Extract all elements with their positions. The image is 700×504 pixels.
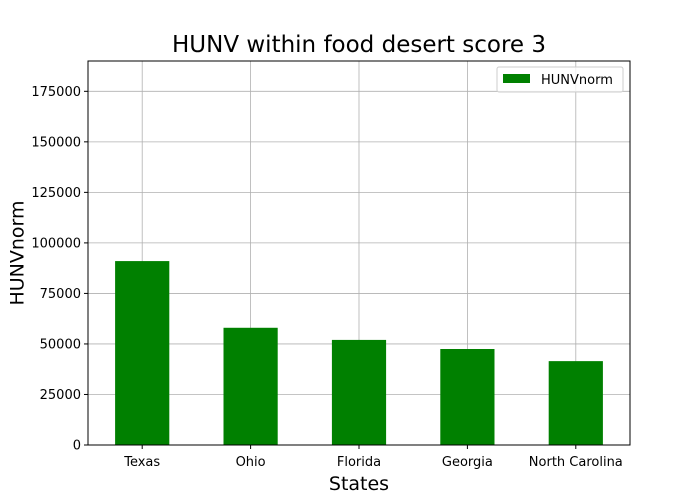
legend-label: HUNVnorm [541,73,613,88]
y-tick-label: 25000 [40,388,81,403]
y-tick-label: 50000 [40,337,81,352]
y-tick-label: 150000 [31,135,81,150]
x-tick-label: Texas [123,455,160,470]
x-axis-label: States [329,473,389,495]
bars [115,261,603,445]
x-tick-label: Georgia [442,455,493,470]
x-tick-label: North Carolina [529,455,623,470]
chart-title: HUNV within food desert score 3 [172,32,546,58]
bar-georgia [440,349,495,445]
legend-box [496,66,624,93]
bar-north-carolina [548,361,603,445]
y-tick-label: 100000 [31,236,81,251]
y-axis-label: HUNVnorm [7,200,29,305]
y-tick-label: 75000 [40,287,81,302]
x-axis-ticks: Texas Ohio Florida Georgia North Carolina [123,445,623,470]
bar-ohio [223,327,278,445]
bar-texas [115,261,170,445]
legend: HUNVnorm [496,66,624,93]
x-tick-label: Florida [337,455,381,470]
y-axis-ticks: 0 25000 50000 75000 100000 125000 150000 175000 [31,85,88,454]
bar-florida [331,339,387,445]
legend-swatch [503,74,530,83]
x-tick-label: Ohio [236,455,266,470]
y-tick-label: 0 [73,439,81,454]
y-tick-label: 125000 [31,186,81,201]
y-tick-label: 175000 [31,85,81,100]
